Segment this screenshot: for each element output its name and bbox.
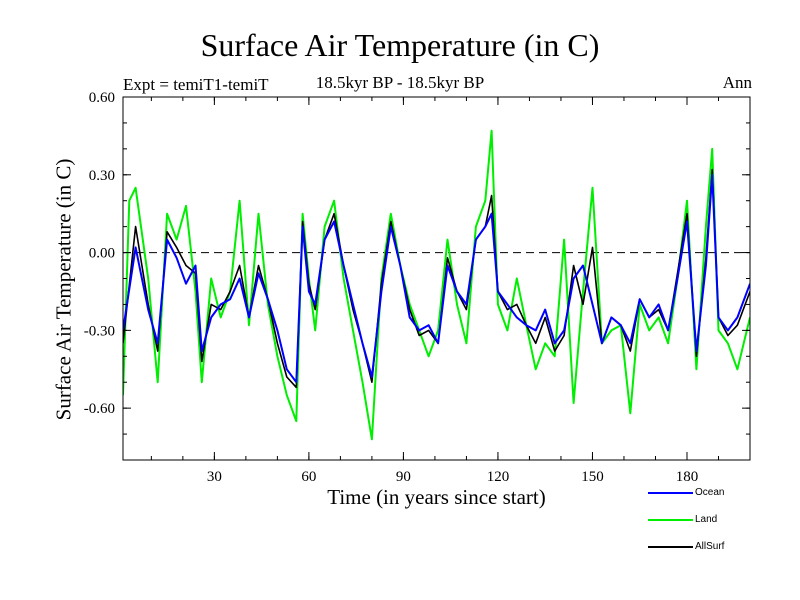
legend-label-land: Land <box>695 514 718 525</box>
x-tick-label: 120 <box>487 469 510 485</box>
y-tick-label: 0.60 <box>89 90 115 106</box>
experiment-label: Expt = temiT1-temiT <box>123 75 269 94</box>
chart-title: Surface Air Temperature (in C) <box>200 27 600 63</box>
legend-label-allsurf: AllSurf <box>695 541 725 552</box>
y-tick-label: 0.00 <box>89 246 115 262</box>
y-axis-label: Surface Air Temperature (in C) <box>51 158 76 421</box>
x-tick-label: 30 <box>207 469 222 485</box>
x-tick-label: 150 <box>581 469 604 485</box>
series-line-land <box>123 129 750 441</box>
x-tick-label: 60 <box>301 469 316 485</box>
plot-frame <box>122 96 751 461</box>
x-axis-label: Time (in years since start) <box>327 485 546 509</box>
y-tick-label: -0.60 <box>84 401 115 417</box>
chart-subtitle: 18.5kyr BP - 18.5kyr BP <box>315 73 485 92</box>
y-tick-label: 0.30 <box>89 168 115 184</box>
season-label: Ann <box>722 73 752 92</box>
y-tick-label: -0.30 <box>84 323 115 339</box>
series-line-ocean <box>123 173 750 384</box>
legend-label-ocean: Ocean <box>695 487 725 498</box>
x-tick-label: 180 <box>676 469 699 485</box>
series-line-allsurf <box>123 168 750 389</box>
x-tick-label: 90 <box>396 469 411 485</box>
